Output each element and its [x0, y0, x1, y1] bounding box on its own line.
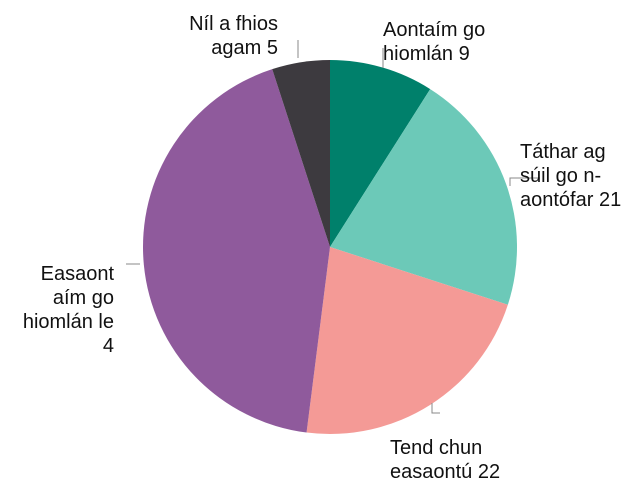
- pie-slice: [142, 69, 330, 433]
- pie-slice: [306, 247, 508, 434]
- pie-slice: [330, 60, 431, 247]
- slices: [142, 60, 517, 434]
- slice-label: Aontaím go hiomlán 9: [383, 19, 486, 65]
- slice-label: Easaont aím go hiomlán le 4: [22, 263, 114, 357]
- leader-line: [509, 177, 540, 186]
- leader-line: [431, 403, 440, 414]
- slice-label: Níl a fhios agam 5: [189, 13, 278, 59]
- pie-slice: [330, 89, 517, 305]
- pie-slice: [272, 60, 330, 247]
- slice-label: Tend chun easaontú 22: [390, 437, 501, 483]
- slice-label: Táthar ag súil go n-aontófar 21: [520, 141, 622, 211]
